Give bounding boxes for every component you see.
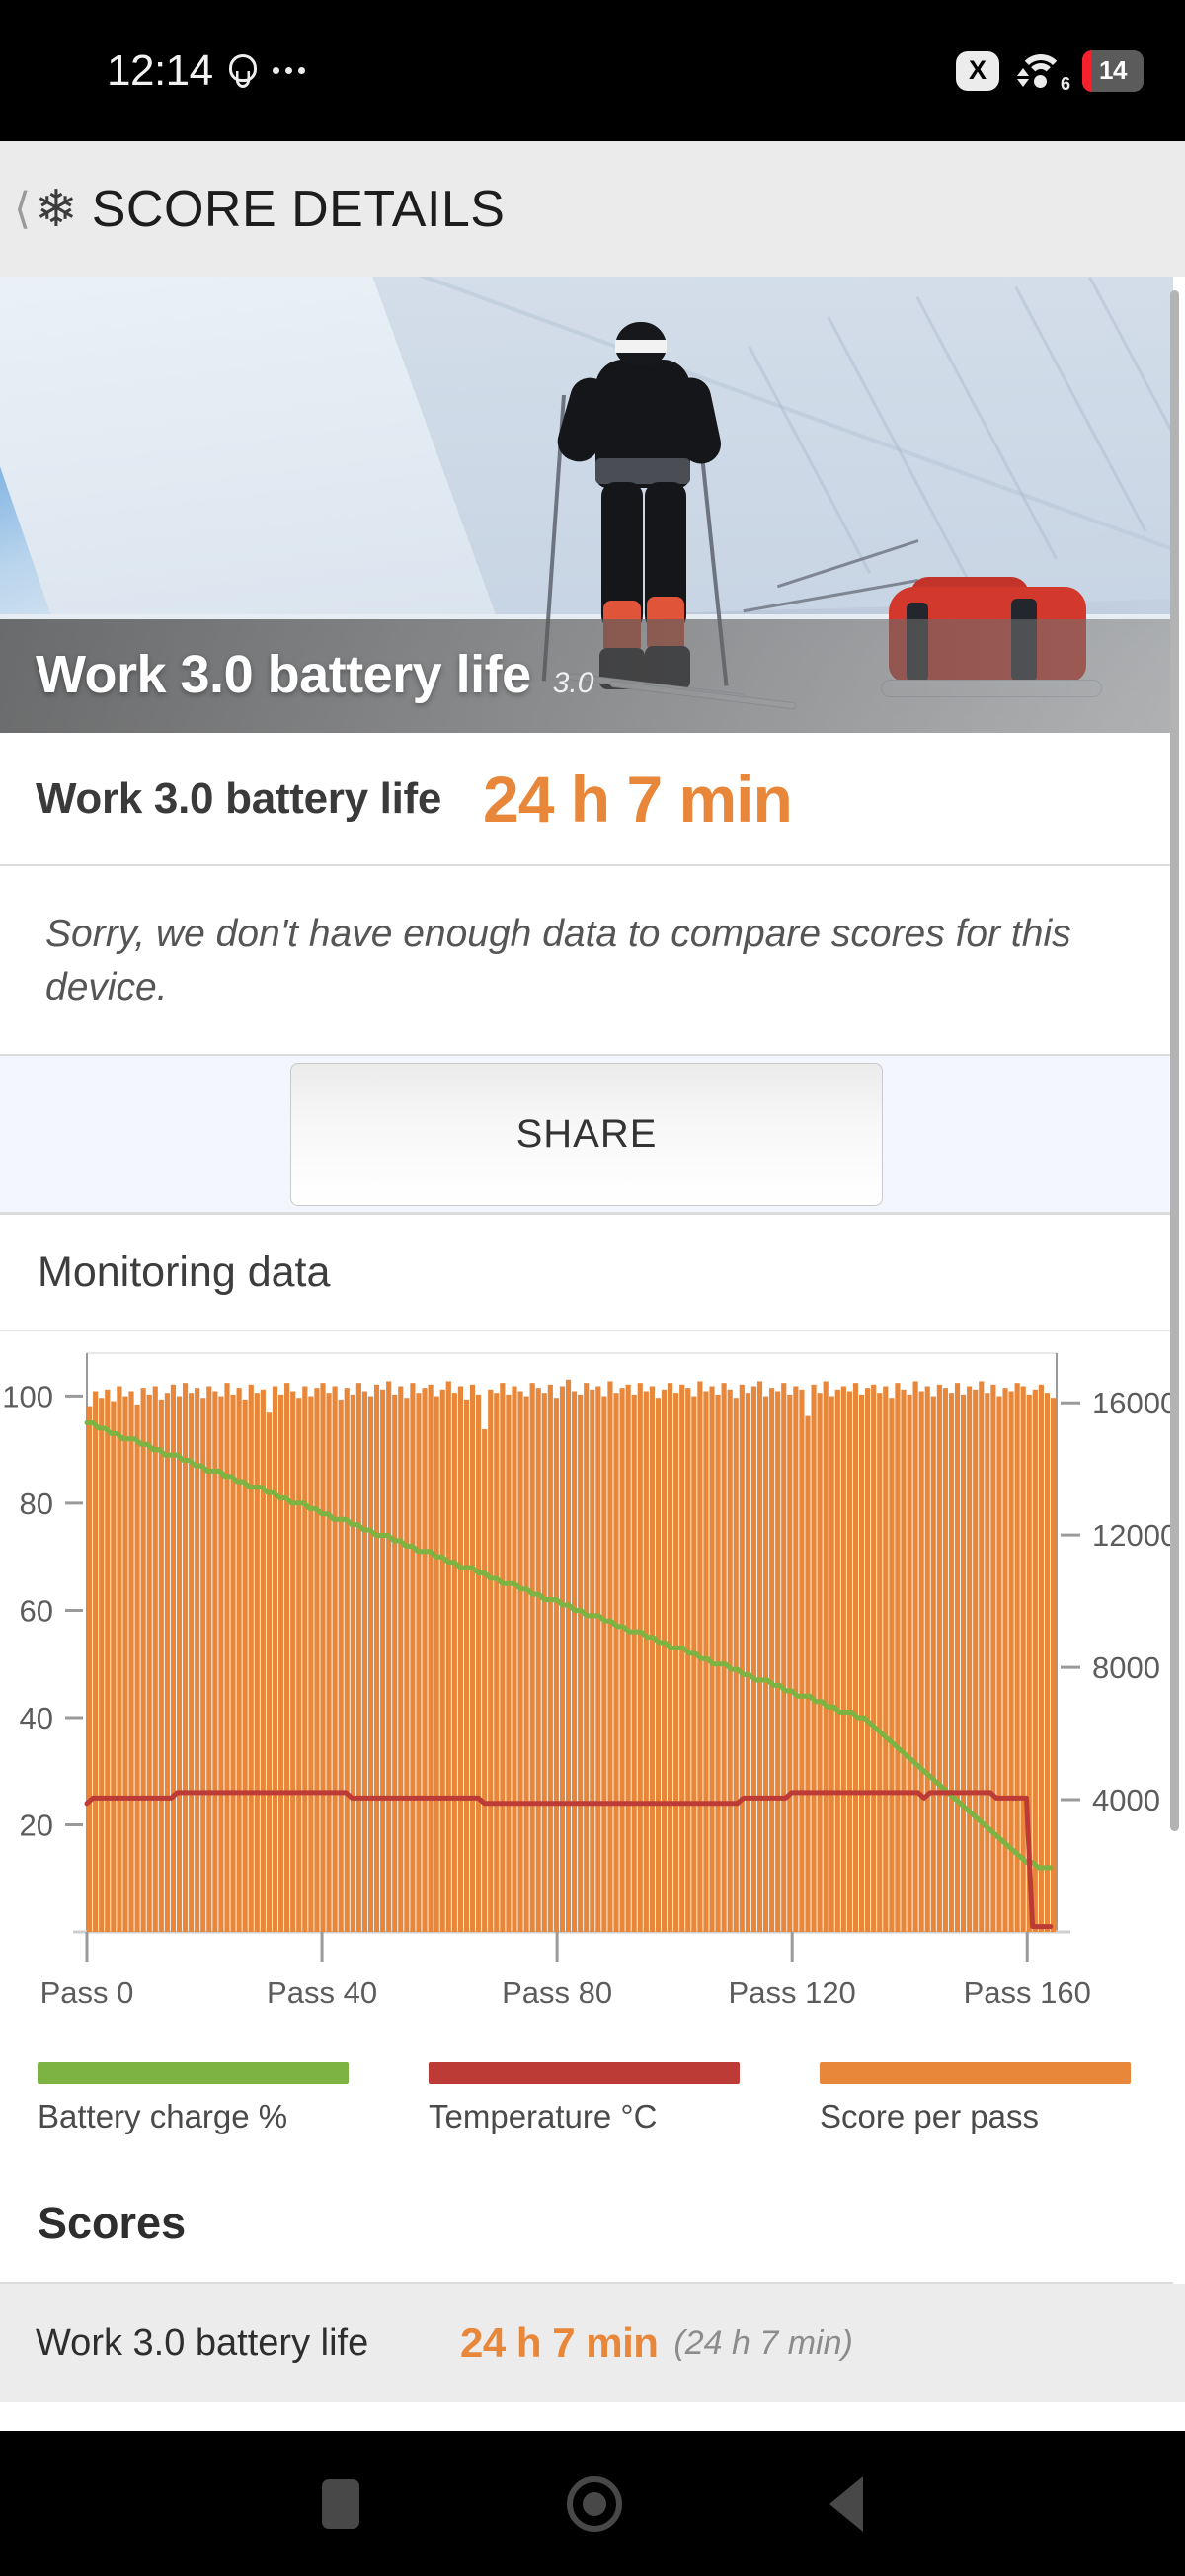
svg-text:4000: 4000 (1092, 1783, 1160, 1817)
more-dots-icon (272, 67, 305, 74)
scores-row-value: 24 h 7 min (460, 2319, 659, 2366)
location-pin-icon (227, 53, 257, 88)
app-bar: ⟨ ❄ SCORE DETAILS (0, 141, 1185, 277)
svg-text:Pass 40: Pass 40 (267, 1975, 377, 2010)
battery-percent-label: 14 (1099, 55, 1127, 85)
svg-text:8000: 8000 (1092, 1650, 1160, 1685)
monitoring-card: Monitoring data 20 40 60 80 100 4000 8000 12000… (0, 1214, 1173, 2284)
score-value: 24 h 7 min (483, 762, 793, 836)
vertical-scrollbar[interactable] (1170, 290, 1179, 1831)
status-time: 12:14 (107, 45, 213, 95)
svg-text:40: 40 (20, 1701, 53, 1735)
legend-label-score: Score per pass (820, 2098, 1039, 2134)
page-title: SCORE DETAILS (91, 180, 506, 238)
legend-swatch-score (820, 2062, 1132, 2084)
scroll-container[interactable]: Work 3.0 battery life 3.0 Work 3.0 batte… (0, 277, 1185, 2431)
legend-item-battery: Battery charge % (0, 2062, 391, 2135)
svg-text:16000: 16000 (1092, 1386, 1173, 1420)
svg-text:Pass 160: Pass 160 (964, 1975, 1091, 2010)
svg-text:20: 20 (20, 1808, 53, 1842)
scores-row[interactable]: Work 3.0 battery life 24 h 7 min (24 h 7… (0, 2284, 1185, 2402)
monitoring-title: Monitoring data (0, 1215, 1173, 1331)
hero-banner: Work 3.0 battery life 3.0 (0, 277, 1173, 733)
circle-home-icon[interactable] (567, 2475, 622, 2532)
x-badge-label: X (968, 55, 987, 85)
score-summary-row: Work 3.0 battery life 24 h 7 min (0, 733, 1173, 866)
share-button[interactable]: SHARE (290, 1062, 883, 1206)
scores-section-title: Scores (0, 2165, 1173, 2284)
legend-label-battery: Battery charge % (38, 2098, 288, 2134)
android-nav-bar (0, 2431, 1185, 2576)
svg-text:Pass 80: Pass 80 (502, 1975, 612, 2010)
hero-caption-title: Work 3.0 battery life (36, 645, 531, 704)
wifi-6-icon: 6 (1015, 50, 1070, 94)
svg-text:100: 100 (2, 1379, 53, 1413)
status-bar-left: 12:14 (107, 46, 305, 96)
scores-row-name: Work 3.0 battery life (36, 2321, 369, 2364)
legend-label-temperature: Temperature °C (429, 2098, 658, 2134)
chart-legend: Battery charge % Temperature °C Score pe… (0, 2062, 1173, 2165)
svg-text:Pass 120: Pass 120 (729, 1975, 856, 2010)
hero-caption: Work 3.0 battery life 3.0 (36, 644, 593, 705)
legend-swatch-battery (38, 2062, 350, 2084)
svg-text:80: 80 (20, 1487, 53, 1521)
status-bar: 12:14 X 6 14 (0, 0, 1185, 141)
compare-note-text: Sorry, we don't have enough data to comp… (45, 913, 1071, 1008)
battery-icon: 14 (1082, 49, 1144, 92)
legend-swatch-temperature (429, 2062, 741, 2084)
hero-overlay (0, 619, 1173, 733)
legend-item-score: Score per pass (782, 2062, 1173, 2135)
svg-text:60: 60 (20, 1593, 53, 1628)
square-recents-icon[interactable] (322, 2478, 359, 2529)
wifi-generation-label: 6 (1060, 73, 1070, 94)
svg-text:Pass 0: Pass 0 (40, 1975, 134, 2010)
back-chevron-icon[interactable]: ⟨ (14, 184, 32, 233)
share-section: SHARE (0, 1056, 1173, 1214)
svg-text:12000: 12000 (1092, 1518, 1173, 1553)
hero-caption-version: 3.0 (552, 667, 594, 699)
legend-item-temperature: Temperature °C (391, 2062, 782, 2135)
monitoring-chart-svg: 20 40 60 80 100 4000 8000 12000 16000 Pass 0 Pass … (2, 1352, 1173, 2010)
compare-note: Sorry, we don't have enough data to comp… (0, 866, 1173, 1056)
x-badge-icon: X (956, 50, 999, 91)
status-bar-right: X 6 14 (956, 49, 1144, 94)
score-label: Work 3.0 battery life (36, 773, 442, 823)
scores-row-secondary: (24 h 7 min) (673, 2323, 853, 2362)
monitoring-chart[interactable]: 20 40 60 80 100 4000 8000 12000 16000 Pass 0 Pass … (0, 1331, 1173, 2062)
triangle-back-icon[interactable] (830, 2475, 863, 2532)
snowflake-icon: ❄ (35, 180, 78, 238)
